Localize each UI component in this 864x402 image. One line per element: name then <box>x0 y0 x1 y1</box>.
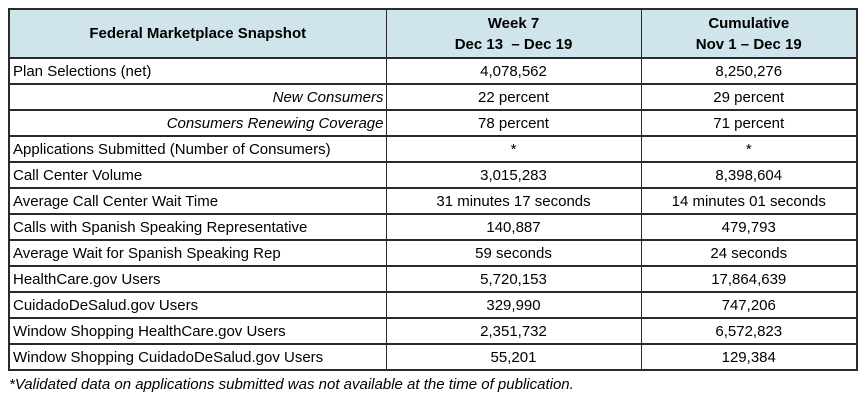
table-row: New Consumers 22 percent 29 percent <box>8 83 858 111</box>
cumulative-value: 8,398,604 <box>640 161 858 189</box>
row-label: New Consumers <box>8 83 387 111</box>
table-row: Calls with Spanish Speaking Representati… <box>8 213 858 241</box>
table-title: Federal Marketplace Snapshot <box>89 24 307 42</box>
marketplace-snapshot-table: Federal Marketplace Snapshot Week 7 Dec … <box>8 8 858 371</box>
row-label: Consumers Renewing Coverage <box>8 109 387 137</box>
table-row: Applications Submitted (Number of Consum… <box>8 135 858 163</box>
table-row: Window Shopping CuidadoDeSalud.gov Users… <box>8 343 858 371</box>
row-label: HealthCare.gov Users <box>8 265 387 293</box>
week7-value: 78 percent <box>385 109 642 137</box>
row-label: Window Shopping HealthCare.gov Users <box>8 317 387 345</box>
footnote: *Validated data on applications submitte… <box>9 376 574 393</box>
table-row: Window Shopping HealthCare.gov Users 2,3… <box>8 317 858 345</box>
cumulative-value: 129,384 <box>640 343 858 371</box>
row-label: Average Wait for Spanish Speaking Rep <box>8 239 387 267</box>
week7-value: 140,887 <box>385 213 642 241</box>
table-title-cell: Federal Marketplace Snapshot <box>8 8 387 59</box>
column-week7-label: Week 7 <box>487 14 540 32</box>
column-header-week7: Week 7 Dec 13 – Dec 19 <box>385 8 642 59</box>
cumulative-value: 6,572,823 <box>640 317 858 345</box>
table-row: Plan Selections (net) 4,078,562 8,250,27… <box>8 57 858 85</box>
week7-value: 3,015,283 <box>385 161 642 189</box>
week7-value: 4,078,562 <box>385 57 642 85</box>
table-row: CuidadoDeSalud.gov Users 329,990 747,206 <box>8 291 858 319</box>
table-body: Plan Selections (net) 4,078,562 8,250,27… <box>8 57 858 371</box>
row-label: Average Call Center Wait Time <box>8 187 387 215</box>
table-row: HealthCare.gov Users 5,720,153 17,864,63… <box>8 265 858 293</box>
week7-value: 329,990 <box>385 291 642 319</box>
row-label: Applications Submitted (Number of Consum… <box>8 135 387 163</box>
row-label: Plan Selections (net) <box>8 57 387 85</box>
cumulative-value: 14 minutes 01 seconds <box>640 187 858 215</box>
week7-value: 59 seconds <box>385 239 642 267</box>
week7-value: 55,201 <box>385 343 642 371</box>
cumulative-value: 29 percent <box>640 83 858 111</box>
cumulative-value: 71 percent <box>640 109 858 137</box>
week7-value: 31 minutes 17 seconds <box>385 187 642 215</box>
table-header: Federal Marketplace Snapshot Week 7 Dec … <box>8 8 858 59</box>
row-label: CuidadoDeSalud.gov Users <box>8 291 387 319</box>
table-row: Call Center Volume 3,015,283 8,398,604 <box>8 161 858 189</box>
cumulative-value: 747,206 <box>640 291 858 319</box>
table-row: Average Wait for Spanish Speaking Rep 59… <box>8 239 858 267</box>
cumulative-value: 24 seconds <box>640 239 858 267</box>
table-row: Average Call Center Wait Time 31 minutes… <box>8 187 858 215</box>
week7-value: 2,351,732 <box>385 317 642 345</box>
week7-value: 5,720,153 <box>385 265 642 293</box>
week7-value: * <box>385 135 642 163</box>
column-cumulative-label: Cumulative <box>708 14 790 32</box>
cumulative-value: 17,864,639 <box>640 265 858 293</box>
row-label: Call Center Volume <box>8 161 387 189</box>
row-label: Window Shopping CuidadoDeSalud.gov Users <box>8 343 387 371</box>
week7-value: 22 percent <box>385 83 642 111</box>
header-row: Federal Marketplace Snapshot Week 7 Dec … <box>8 8 858 59</box>
column-header-cumulative: Cumulative Nov 1 – Dec 19 <box>640 8 858 59</box>
row-label: Calls with Spanish Speaking Representati… <box>8 213 387 241</box>
cumulative-value: 8,250,276 <box>640 57 858 85</box>
cumulative-value: 479,793 <box>640 213 858 241</box>
cumulative-value: * <box>640 135 858 163</box>
column-cumulative-daterange: Nov 1 – Dec 19 <box>695 35 802 53</box>
column-week7-daterange: Dec 13 – Dec 19 <box>454 35 573 53</box>
table-row: Consumers Renewing Coverage 78 percent 7… <box>8 109 858 137</box>
